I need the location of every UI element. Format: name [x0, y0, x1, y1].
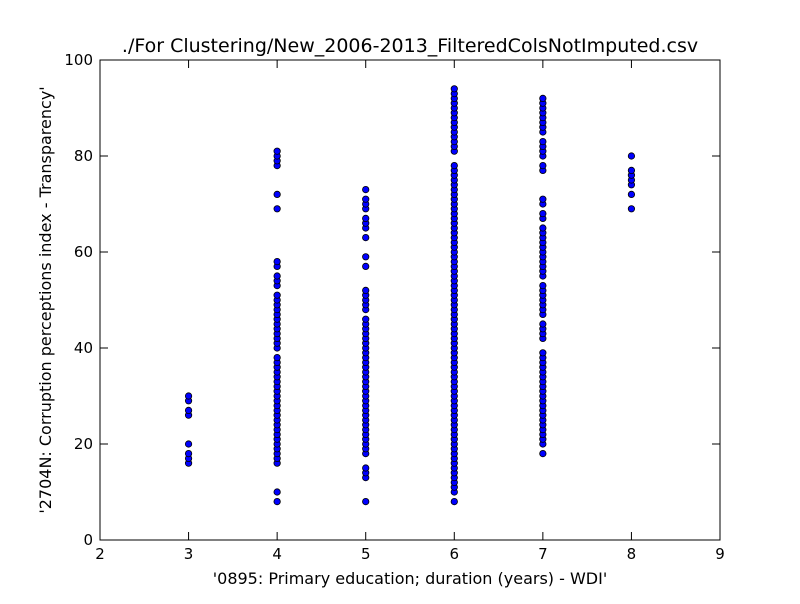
data-point — [184, 406, 193, 414]
data-point — [539, 320, 547, 328]
data-point — [362, 262, 370, 270]
data-point — [273, 272, 281, 280]
ticks-layer: 2 3 4 5 6 7 8 9 0 20 40 60 80 100 — [64, 51, 724, 563]
x-tick-label: 3 — [184, 545, 194, 563]
data-point — [273, 497, 281, 506]
data-point — [362, 464, 370, 472]
data-point — [362, 214, 370, 222]
data-point — [273, 190, 281, 198]
data-point — [450, 162, 458, 170]
data-point — [450, 85, 458, 93]
data-point — [539, 224, 547, 232]
x-tick-label: 2 — [95, 545, 105, 563]
chart-title: ./For Clustering/New_2006-2013_FilteredC… — [122, 35, 698, 57]
data-point — [362, 195, 370, 203]
plot-area-frame — [99, 59, 721, 541]
data-point — [539, 210, 547, 218]
y-tick-label: 100 — [64, 51, 93, 69]
data-point — [627, 190, 636, 198]
data-point — [539, 449, 547, 458]
data-point — [184, 449, 193, 458]
data-point — [362, 234, 370, 242]
data-point — [362, 315, 370, 323]
data-point — [273, 353, 281, 362]
data-point — [362, 497, 370, 506]
data-point — [362, 253, 370, 261]
data-point — [184, 440, 193, 448]
x-tick-label: 6 — [450, 545, 460, 563]
data-point — [450, 497, 458, 506]
data-point — [539, 349, 547, 357]
y-tick-label: 40 — [74, 339, 93, 357]
data-point — [539, 94, 547, 103]
y-tick-label: 20 — [74, 435, 93, 453]
data-point — [539, 281, 547, 290]
data-point — [362, 286, 370, 294]
data-point — [273, 147, 281, 155]
x-axis-label: '0895: Primary education; duration (year… — [213, 569, 608, 588]
data-point — [362, 186, 370, 194]
y-axis-label: '2704N: Corruption perceptions index - T… — [36, 86, 55, 513]
data-point — [273, 291, 281, 299]
x-tick-label: 9 — [715, 545, 725, 563]
x-tick-label: 5 — [361, 545, 371, 563]
points-layer — [184, 85, 636, 506]
data-point — [627, 166, 636, 174]
data-point — [273, 257, 281, 266]
x-tick-label: 4 — [272, 545, 282, 563]
y-tick-label: 60 — [74, 243, 93, 261]
data-point — [273, 205, 281, 213]
data-point — [539, 138, 547, 146]
y-tick-label: 0 — [83, 531, 93, 549]
data-point — [539, 195, 547, 203]
data-point — [627, 152, 636, 160]
x-tick-label: 7 — [538, 545, 548, 563]
data-point — [539, 162, 547, 170]
data-point — [184, 392, 193, 400]
data-point — [273, 488, 281, 496]
y-tick-label: 80 — [74, 147, 93, 165]
data-point — [627, 205, 636, 213]
x-tick-label: 8 — [627, 545, 637, 563]
